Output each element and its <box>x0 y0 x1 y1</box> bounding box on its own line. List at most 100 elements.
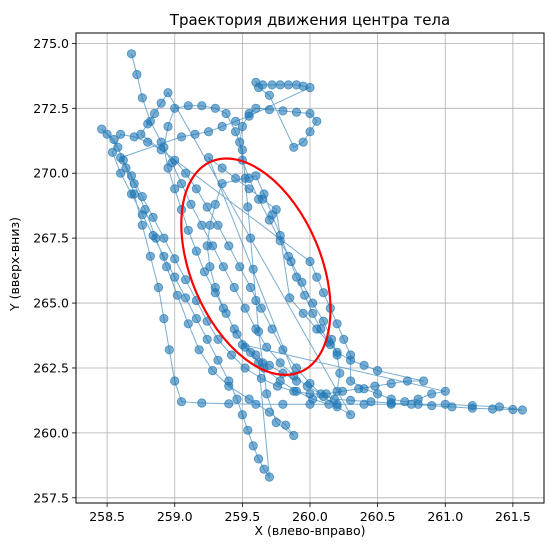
y-tick-label: 257.5 <box>33 490 69 505</box>
trajectory-point <box>143 137 153 147</box>
trajectory-point <box>224 376 234 386</box>
trajectory-point <box>194 345 204 355</box>
trajectory-point <box>372 365 383 376</box>
trajectory-point <box>237 339 247 350</box>
trajectory-point <box>298 137 308 147</box>
trajectory-point <box>137 192 147 202</box>
trajectory-point <box>251 103 261 113</box>
trajectory-point <box>278 345 288 355</box>
trajectory-point <box>202 202 212 212</box>
trajectory-point <box>337 386 348 396</box>
y-tick-label: 272.5 <box>33 101 69 116</box>
trajectory-point <box>210 199 220 209</box>
trajectory-point <box>126 189 137 199</box>
trajectory-point <box>218 303 228 313</box>
x-axis-label: X (влево-вправо) <box>254 523 365 538</box>
trajectory-point <box>372 389 383 399</box>
trajectory-point <box>308 308 318 318</box>
trajectory-point <box>204 127 214 137</box>
trajectory-point <box>181 275 191 285</box>
trajectory-point <box>275 230 285 241</box>
trajectory-point <box>332 319 342 329</box>
trajectory-point <box>467 400 477 411</box>
trajectory-point <box>148 212 158 222</box>
trajectory-point <box>312 272 322 282</box>
trajectory-point <box>305 108 315 119</box>
trajectory-point <box>170 254 180 264</box>
trajectory-point <box>508 404 518 415</box>
ellipse-layer <box>180 157 332 376</box>
x-tick-label: 260.0 <box>292 509 328 524</box>
trajectory-point <box>289 142 299 152</box>
trajectory-point <box>271 417 281 428</box>
trajectory-point <box>213 334 223 344</box>
trajectory-point <box>183 319 193 329</box>
trajectory-point <box>176 132 187 142</box>
trajectory-point <box>291 107 302 117</box>
trajectory-point <box>345 350 356 360</box>
trajectory-point <box>298 308 308 318</box>
trajectory-point <box>494 402 504 412</box>
trajectory-point <box>97 124 107 134</box>
trajectory-point <box>244 184 254 194</box>
trajectory-point <box>210 103 220 113</box>
trajectory-point <box>159 313 169 324</box>
trajectory-point <box>232 394 242 404</box>
trajectory-point <box>163 88 173 98</box>
trajectory-point <box>285 293 295 303</box>
trajectory-point <box>164 345 174 355</box>
trajectory-point <box>143 119 153 129</box>
trajectory-point <box>345 395 356 405</box>
trajectory-point <box>271 205 281 215</box>
y-tick-label: 260.0 <box>33 425 69 440</box>
trajectory-point <box>283 80 293 90</box>
x-tick-label: 260.5 <box>360 509 396 524</box>
trajectory-point <box>345 376 356 386</box>
trajectory-point <box>275 358 285 368</box>
confidence-ellipse <box>180 157 332 376</box>
trajectory-point <box>251 350 261 360</box>
trajectory-point <box>205 262 215 272</box>
trajectory-point <box>308 298 318 308</box>
trajectory-point <box>440 386 450 396</box>
trajectory-point <box>258 194 268 204</box>
trajectory-point <box>402 376 412 386</box>
trajectory-point <box>218 262 228 272</box>
trajectory-point <box>312 324 322 334</box>
trajectory-point <box>224 399 234 409</box>
trajectory-point <box>267 324 277 334</box>
trajectory-point <box>413 394 423 404</box>
x-tick-label: 259.5 <box>224 509 260 524</box>
trajectory-point <box>291 272 302 282</box>
trajectory-point <box>136 129 146 139</box>
trajectory-point <box>240 363 250 373</box>
trajectory-point <box>244 111 254 121</box>
trajectory-point <box>170 184 180 194</box>
trajectory-point <box>197 220 207 230</box>
trajectory-point <box>256 303 266 313</box>
trajectory-point <box>237 410 247 420</box>
trajectory-point <box>231 116 241 126</box>
trajectory-point <box>264 360 274 370</box>
trajectory-point <box>278 399 288 409</box>
trajectory-point <box>156 145 166 155</box>
trajectory-point <box>335 368 345 378</box>
trajectory-point <box>305 82 315 93</box>
trajectory-point <box>305 256 315 267</box>
trajectory-point <box>259 464 269 474</box>
trajectory-point <box>440 399 450 409</box>
trajectory-point <box>107 147 118 157</box>
trajectory-point <box>191 246 201 256</box>
trajectory-point <box>264 105 274 115</box>
trajectory-point <box>202 241 212 251</box>
trajectory-point <box>427 400 437 411</box>
trajectory-point <box>244 394 254 404</box>
trajectory-point <box>191 184 201 194</box>
trajectory-point <box>170 272 180 282</box>
trajectory-point <box>149 108 160 119</box>
trajectory-point <box>281 420 291 430</box>
trajectory-point <box>226 350 237 360</box>
trajectory-point <box>176 179 187 189</box>
trajectory-point <box>332 347 342 357</box>
